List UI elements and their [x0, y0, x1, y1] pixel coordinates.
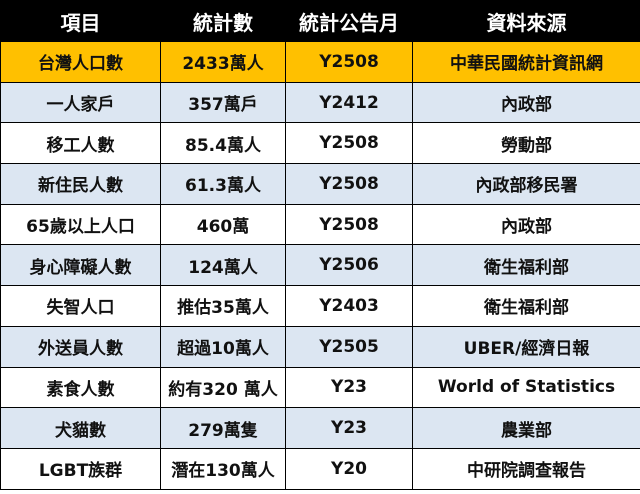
cell-source: 衛生福利部: [412, 244, 640, 287]
cell-item: 台灣人口數: [0, 41, 161, 83]
cell-month: Y2505: [285, 325, 413, 368]
column-header-month: 統計公告月: [285, 0, 413, 42]
cell-count: 85.4萬人: [160, 122, 286, 165]
column-header-item: 項目: [0, 0, 161, 42]
cell-count: 357萬戶: [160, 81, 286, 124]
cell-item: LGBT族群: [0, 447, 161, 490]
cell-source: 內政部: [412, 81, 640, 124]
cell-source: 中研院調查報告: [412, 447, 640, 490]
table-row: 一人家戶 357萬戶 Y2412 內政部: [0, 81, 640, 124]
cell-item: 失智人口: [0, 285, 161, 327]
cell-source: World of Statistics: [412, 366, 640, 409]
cell-count: 推估35萬人: [160, 285, 286, 327]
table-row: 身心障礙人數 124萬人 Y2506 衛生福利部: [0, 244, 640, 287]
table-row: 新住民人數 61.3萬人 Y2508 內政部移民署: [0, 163, 640, 205]
cell-source: 內政部: [412, 203, 640, 246]
table-row: 犬貓數 279萬隻 Y23 農業部: [0, 407, 640, 449]
cell-count: 279萬隻: [160, 407, 286, 449]
cell-item: 外送員人數: [0, 325, 161, 368]
cell-count: 潛在130萬人: [160, 447, 286, 490]
cell-source: 內政部移民署: [412, 163, 640, 205]
table-row: 素食人數 約有320 萬人 Y23 World of Statistics: [0, 366, 640, 409]
table-row: 台灣人口數 2433萬人 Y2508 中華民國統計資訊網: [0, 41, 640, 83]
table-row: 65歲以上人口 460萬 Y2508 內政部: [0, 203, 640, 246]
table-row: 失智人口 推估35萬人 Y2403 衛生福利部: [0, 285, 640, 327]
table-row: 外送員人數 超過10萬人 Y2505 UBER/經濟日報: [0, 325, 640, 368]
cell-count: 超過10萬人: [160, 325, 286, 368]
cell-count: 460萬: [160, 203, 286, 246]
cell-month: Y23: [285, 407, 413, 449]
cell-month: Y23: [285, 366, 413, 409]
cell-item: 素食人數: [0, 366, 161, 409]
cell-month: Y2403: [285, 285, 413, 327]
cell-count: 124萬人: [160, 244, 286, 287]
cell-item: 新住民人數: [0, 163, 161, 205]
cell-month: Y2412: [285, 81, 413, 124]
column-header-source: 資料來源: [412, 0, 640, 42]
cell-month: Y2508: [285, 203, 413, 246]
table-row: LGBT族群 潛在130萬人 Y20 中研院調查報告: [0, 447, 640, 490]
cell-item: 65歲以上人口: [0, 203, 161, 246]
column-header-count: 統計數: [160, 0, 286, 42]
cell-source: 衛生福利部: [412, 285, 640, 327]
cell-month: Y20: [285, 447, 413, 490]
cell-month: Y2508: [285, 41, 413, 83]
header-row: 項目 統計數 統計公告月 資料來源: [0, 0, 640, 42]
cell-item: 身心障礙人數: [0, 244, 161, 287]
cell-month: Y2506: [285, 244, 413, 287]
cell-source: 勞動部: [412, 122, 640, 165]
cell-item: 一人家戶: [0, 81, 161, 124]
cell-source: 中華民國統計資訊網: [412, 41, 640, 83]
cell-count: 約有320 萬人: [160, 366, 286, 409]
table-row: 移工人數 85.4萬人 Y2508 勞動部: [0, 122, 640, 165]
cell-month: Y2508: [285, 122, 413, 165]
cell-item: 犬貓數: [0, 407, 161, 449]
cell-count: 61.3萬人: [160, 163, 286, 205]
cell-item: 移工人數: [0, 122, 161, 165]
cell-source: 農業部: [412, 407, 640, 449]
cell-source: UBER/經濟日報: [412, 325, 640, 368]
cell-month: Y2508: [285, 163, 413, 205]
cell-count: 2433萬人: [160, 41, 286, 83]
